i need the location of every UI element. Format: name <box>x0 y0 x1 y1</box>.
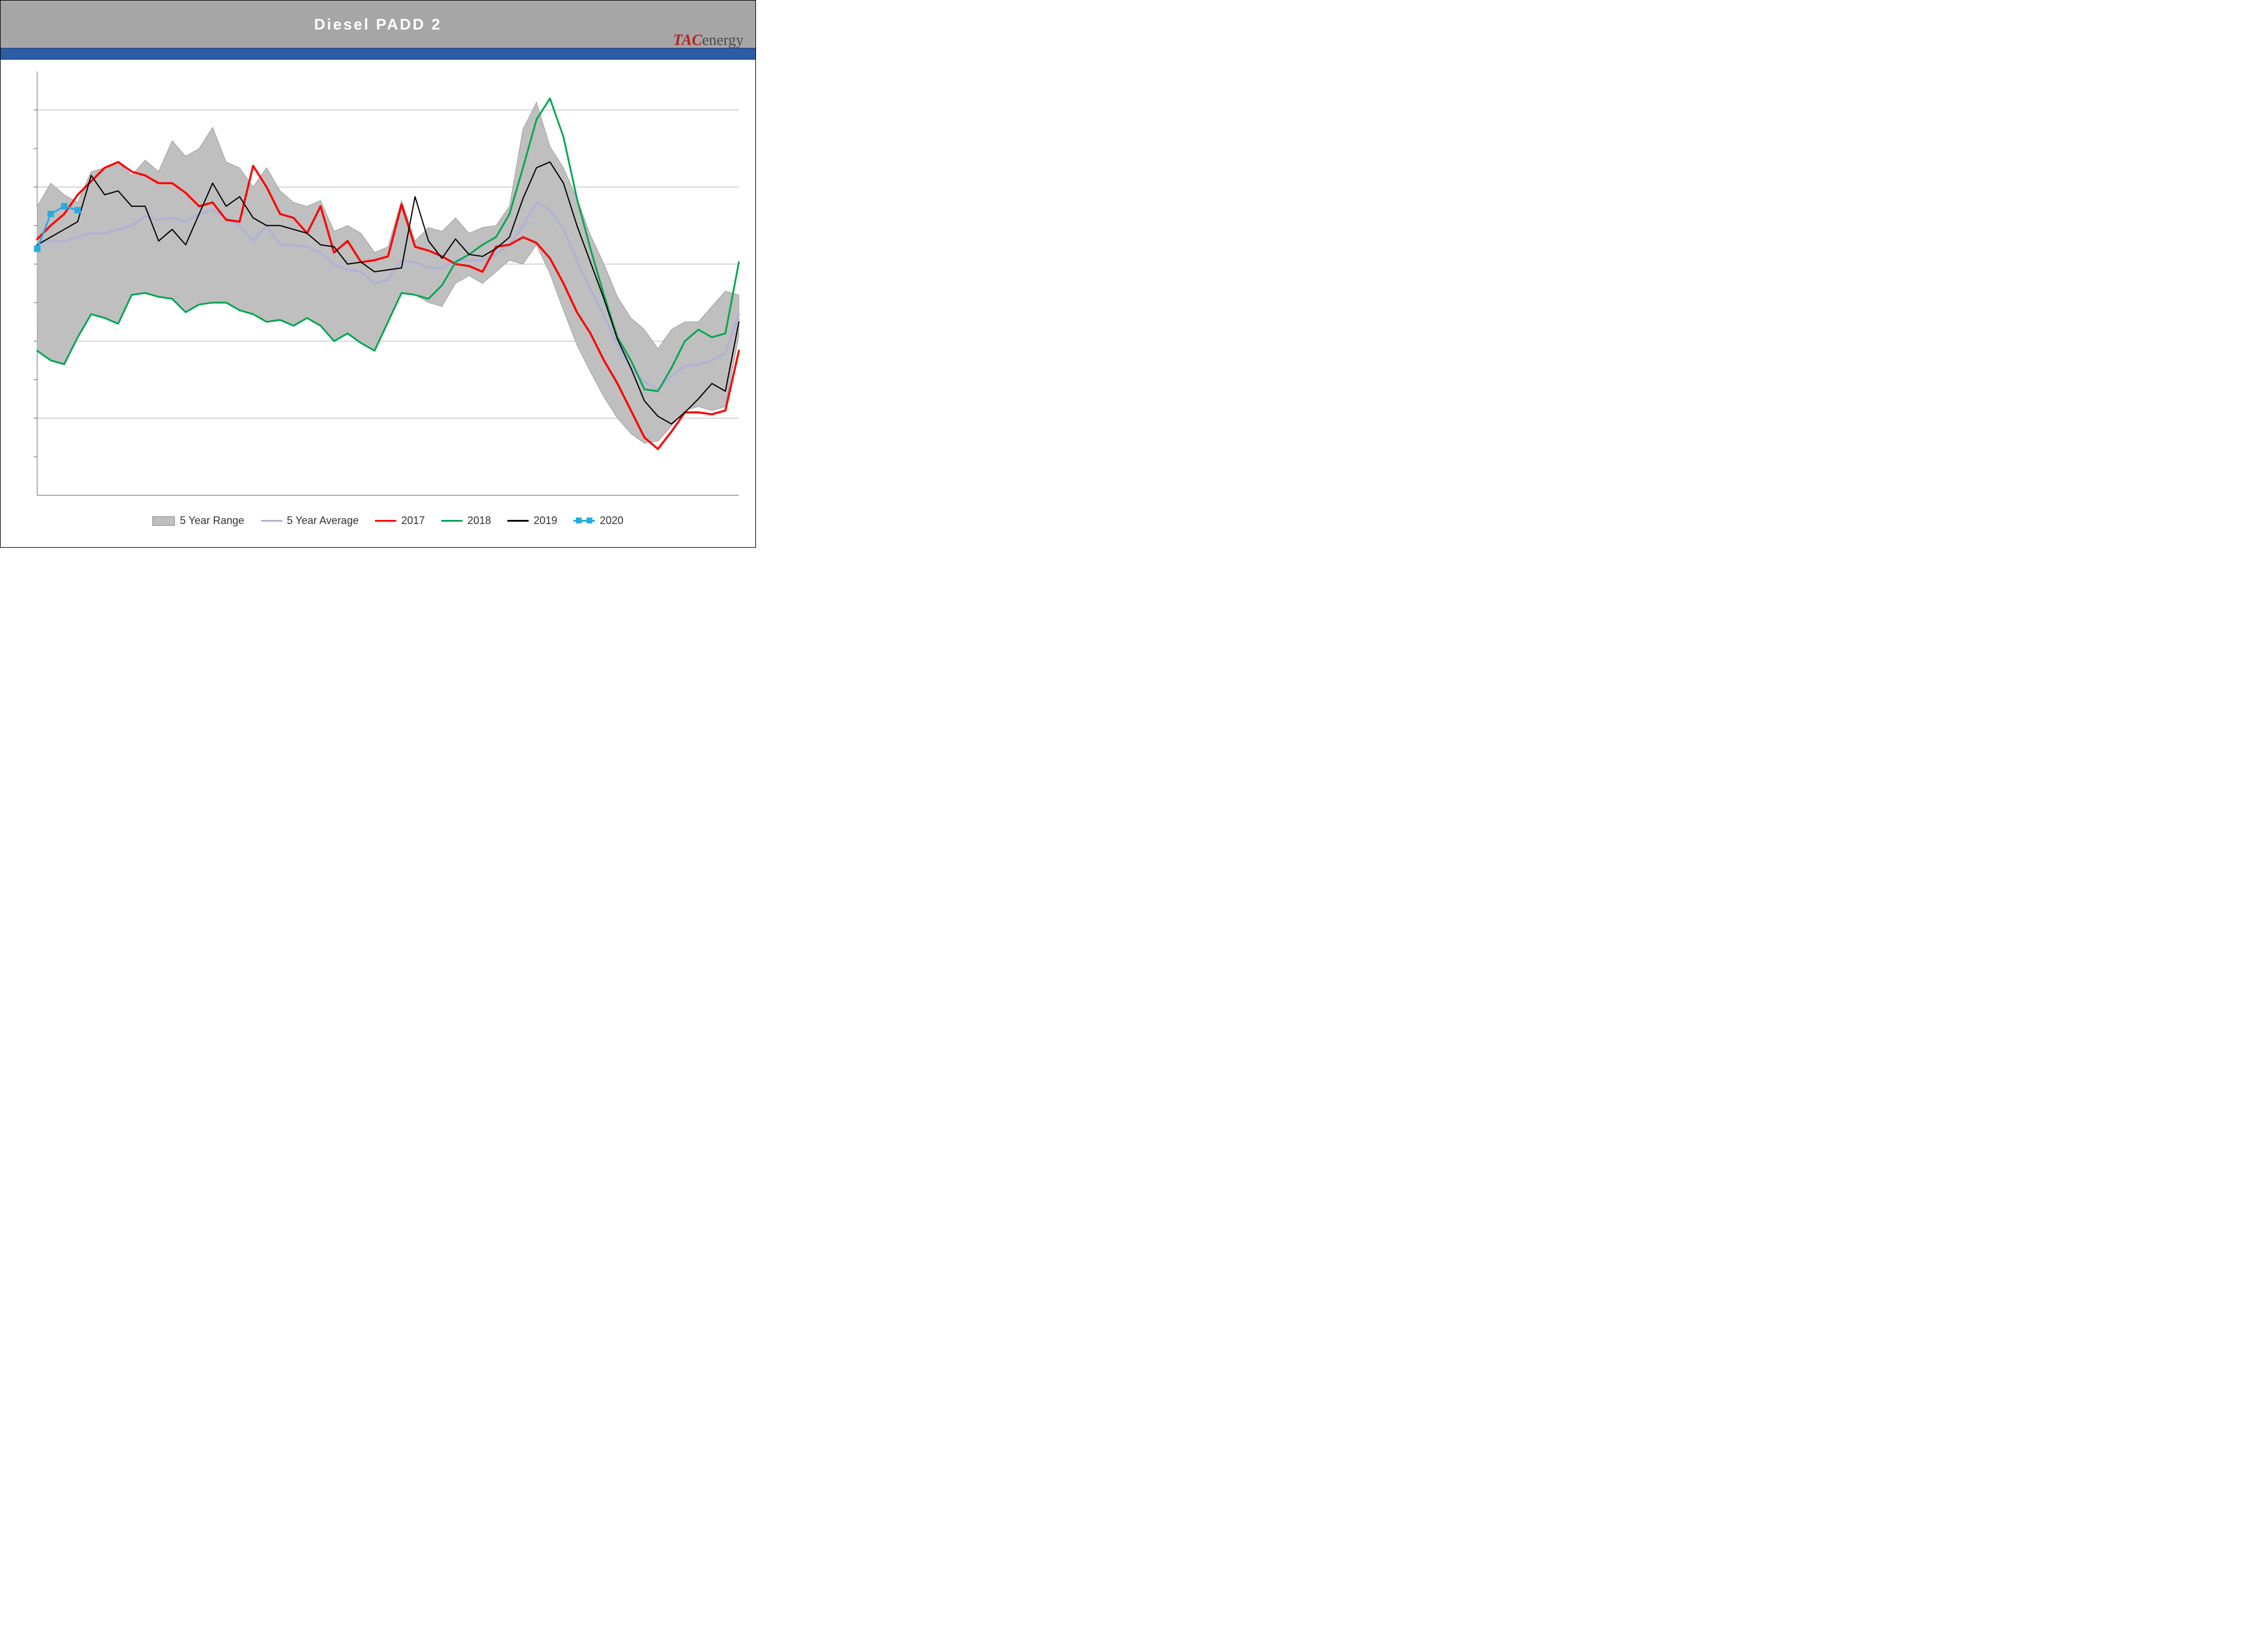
legend-label-2019: 2019 <box>533 515 557 527</box>
legend-item-range: 5 Year Range <box>152 515 244 527</box>
legend-item-avg: 5 Year Average <box>261 515 359 527</box>
chart-title: Diesel PADD 2 <box>314 15 442 34</box>
legend-label-2018: 2018 <box>467 515 491 527</box>
swatch-2019 <box>507 520 529 522</box>
logo-energy: energy <box>702 31 744 48</box>
title-bar: Diesel PADD 2 <box>1 1 755 48</box>
avg-swatch <box>261 520 282 522</box>
legend-label-2017: 2017 <box>401 515 425 527</box>
legend-item-2020: 2020 <box>573 515 623 527</box>
plot-area: 5 Year Range 5 Year Average 2017 2018 20… <box>31 66 745 531</box>
swatch-2018 <box>441 520 462 522</box>
legend-label-2020: 2020 <box>599 515 623 527</box>
legend-item-2019: 2019 <box>507 515 557 527</box>
legend-label-range: 5 Year Range <box>180 515 244 527</box>
swatch-2020 <box>573 520 595 522</box>
legend-item-2018: 2018 <box>441 515 491 527</box>
legend: 5 Year Range 5 Year Average 2017 2018 20… <box>31 515 745 527</box>
range-swatch <box>152 516 175 526</box>
chart-svg <box>31 66 745 531</box>
chart-container: Diesel PADD 2 TACenergy 5 Year Range 5 Y… <box>0 0 756 548</box>
brand-logo: TACenergy <box>673 31 744 49</box>
legend-item-2017: 2017 <box>375 515 425 527</box>
accent-strip <box>1 48 755 60</box>
swatch-2017 <box>375 520 396 522</box>
logo-tac: TAC <box>673 31 702 48</box>
legend-label-avg: 5 Year Average <box>287 515 359 527</box>
